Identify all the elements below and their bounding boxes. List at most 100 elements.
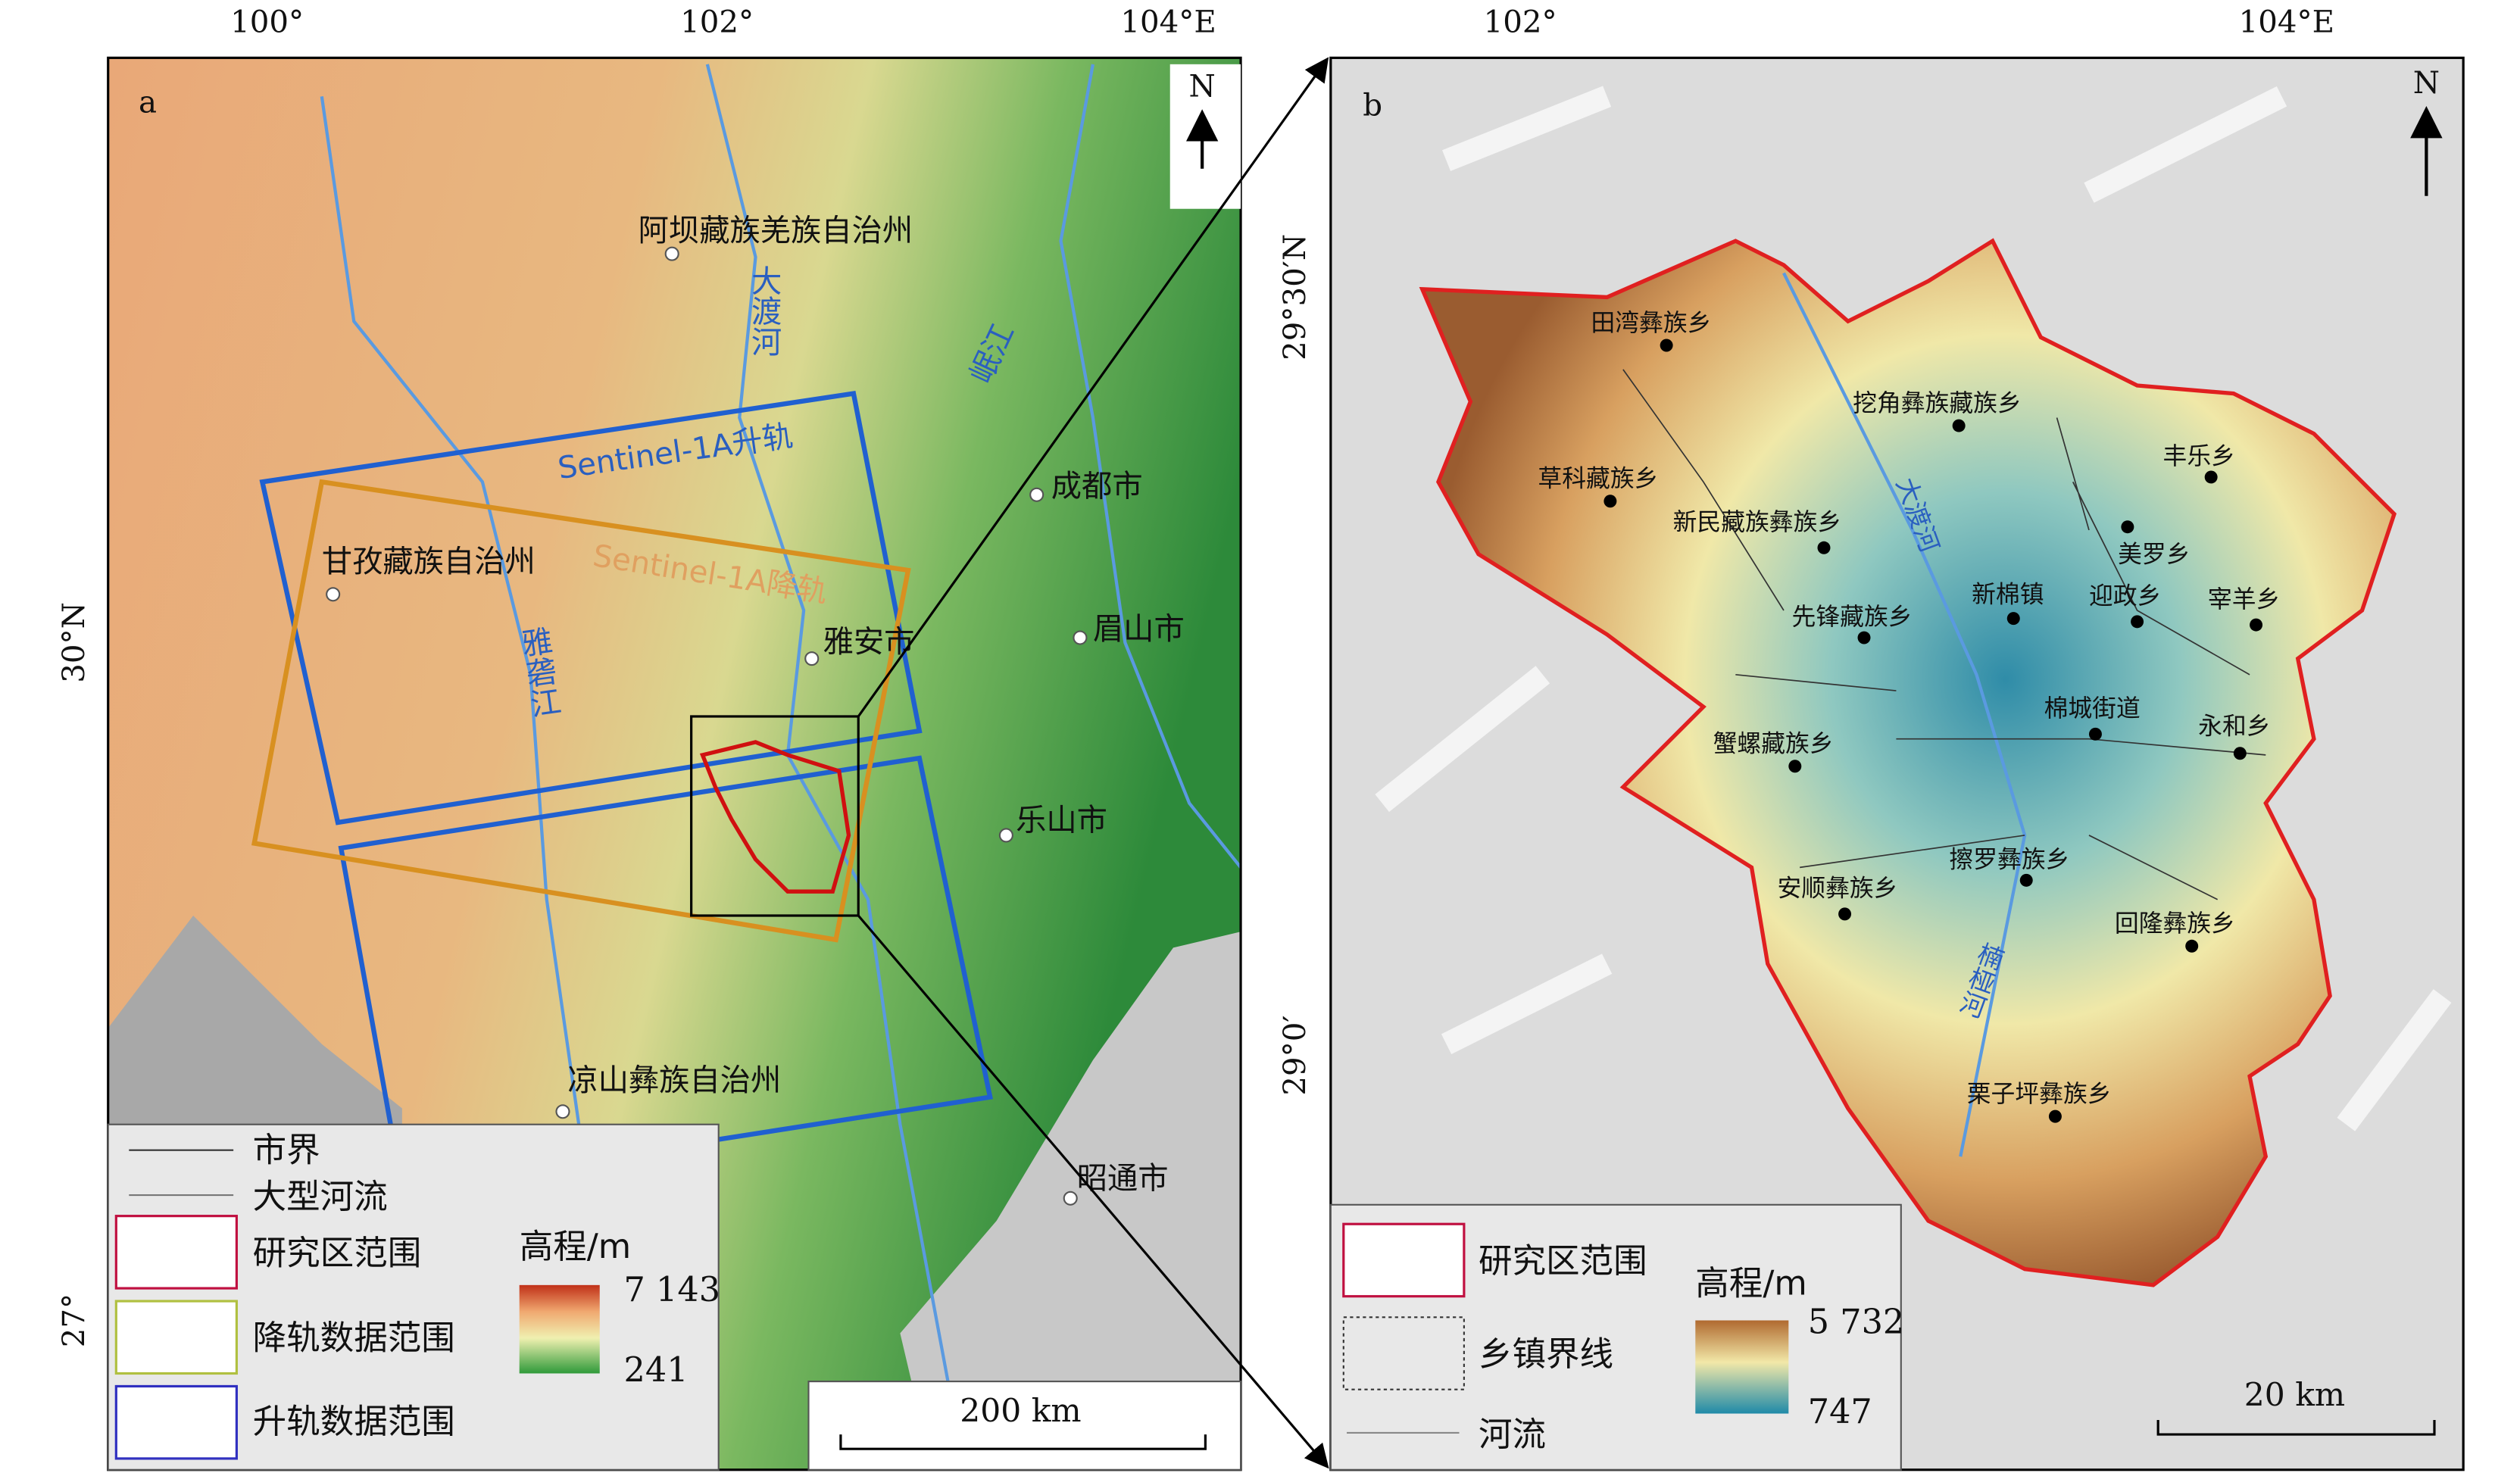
river — [1782, 272, 2027, 1157]
ascending-swath — [259, 391, 923, 825]
lon-tick: 102° — [680, 4, 754, 39]
place-label: 新棉镇 — [1972, 579, 2044, 608]
inset-box — [690, 715, 860, 917]
legend-label: 大型河流 — [253, 1177, 388, 1216]
legend-swatch — [114, 1215, 238, 1290]
place-dot — [1073, 630, 1088, 645]
place-label: 草科藏族乡 — [1538, 464, 1658, 493]
place-dot — [2131, 615, 2144, 629]
river-label: 大渡河 — [746, 265, 782, 357]
north-label: N — [2413, 65, 2440, 101]
panel-label: a — [139, 84, 157, 120]
connector — [857, 914, 1329, 1469]
scale-bar — [2156, 1420, 2436, 1436]
place-label: 甘孜藏族自治州 — [322, 544, 536, 579]
scale-bar — [839, 1434, 1207, 1450]
place-dot — [664, 246, 679, 261]
elevation-title: 高程/m — [1695, 1264, 1806, 1303]
study-area — [1419, 238, 2397, 1287]
place-label: 昭通市 — [1077, 1161, 1169, 1197]
place-label: 安顺彝族乡 — [1777, 874, 1897, 903]
place-label: 眉山市 — [1093, 611, 1185, 647]
legend-label: 研究区范围 — [253, 1233, 422, 1272]
scale-box — [807, 1381, 1242, 1471]
legend-label: 研究区范围 — [1479, 1241, 1647, 1281]
study-area — [699, 740, 851, 894]
lon-tick: 104°E — [2239, 4, 2334, 39]
place-dot — [2048, 1109, 2062, 1123]
legend-swatch — [1342, 1222, 1466, 1298]
place-label: 美罗乡 — [2118, 539, 2190, 568]
river — [705, 64, 966, 1471]
place-dot — [326, 587, 341, 602]
place-dot — [2185, 939, 2199, 953]
legend-swatch — [114, 1300, 238, 1375]
place-dot — [998, 828, 1013, 843]
place-dot — [1660, 339, 1673, 352]
place-dot — [2006, 612, 2020, 626]
place-label: 蟹螺藏族乡 — [1713, 729, 1834, 758]
place-label: 回隆彝族乡 — [2115, 909, 2235, 938]
place-dot — [1838, 907, 1852, 921]
descending-swath — [251, 479, 911, 943]
place-dot — [1788, 760, 1802, 773]
legend-swatch — [114, 1384, 238, 1460]
map-feature — [1603, 339, 2263, 1123]
place-label: 丰乐乡 — [2163, 442, 2235, 470]
place-label: 先锋藏族乡 — [1792, 602, 1913, 631]
connector — [857, 57, 1329, 717]
place-dot — [2088, 727, 2102, 741]
place-label: 凉山彝族自治州 — [567, 1063, 781, 1098]
place-label: 乐山市 — [1016, 803, 1107, 838]
hillshade-ridge — [1375, 86, 2452, 1131]
place-label: 新民藏族彝族乡 — [1673, 507, 1842, 536]
place-label: 栗子坪彝族乡 — [1967, 1079, 2112, 1108]
place-label: 成都市 — [1051, 468, 1143, 504]
place-dot — [1817, 541, 1831, 554]
lon-tick: 104°E — [1120, 4, 1216, 39]
place-dot — [1857, 631, 1871, 644]
elevation-ramp — [1695, 1320, 1789, 1414]
river — [1059, 64, 1242, 869]
place-label: 擦罗彝族乡 — [1949, 844, 2069, 873]
elevation-ramp — [519, 1284, 600, 1374]
place-dot — [2019, 873, 2033, 887]
panel-b: b 102° 104°E 29°30′N 29°0′ N 田湾彝族乡 挖角彝族藏… — [1277, 4, 2465, 1471]
legend-swatch — [1342, 1316, 1465, 1390]
place-label: 棉城街道 — [2044, 694, 2141, 722]
place-dot — [2121, 520, 2134, 534]
lon-tick: 100° — [230, 4, 304, 39]
legend-label: 升轨数据范围 — [253, 1402, 455, 1441]
map-feature — [326, 246, 1088, 1206]
place-label: 挖角彝族藏族乡 — [1853, 389, 2022, 417]
place-dot — [804, 651, 820, 666]
elevation-min: 747 — [1808, 1392, 1872, 1431]
lat-tick: 29°30′N — [1277, 234, 1313, 360]
lat-tick: 27° — [56, 1294, 92, 1347]
place-dot — [1063, 1191, 1078, 1206]
place-dot — [1603, 495, 1617, 508]
legend-label: 降轨数据范围 — [253, 1319, 455, 1358]
scale-label: 200 km — [960, 1393, 1081, 1430]
place-label: 雅安市 — [823, 624, 915, 660]
lon-tick: 102° — [1484, 4, 1557, 39]
lat-tick: 30°N — [56, 602, 92, 683]
elevation-min: 241 — [624, 1350, 689, 1390]
township-boundary — [1622, 369, 2266, 900]
place-label: 田湾彝族乡 — [1591, 308, 1711, 337]
north-label: N — [1189, 68, 1216, 104]
place-dot — [1029, 487, 1045, 502]
place-label: 迎政乡 — [2089, 582, 2161, 610]
legend-label: 河流 — [1479, 1415, 1546, 1454]
elevation-max: 7 143 — [624, 1270, 720, 1309]
elevation-title: 高程/m — [520, 1227, 631, 1266]
place-label: 阿坝藏族羌族自治州 — [639, 213, 913, 248]
place-dot — [2250, 618, 2263, 632]
place-label: 宰羊乡 — [2208, 585, 2280, 613]
panel-label: b — [1363, 88, 1382, 123]
place-dot — [1952, 419, 1966, 432]
legend-label: 市界 — [253, 1131, 320, 1170]
panel-a: a 100° 102° 104°E 30°N 27° N 阿坝藏族羌族自治州 甘… — [56, 4, 1242, 1471]
